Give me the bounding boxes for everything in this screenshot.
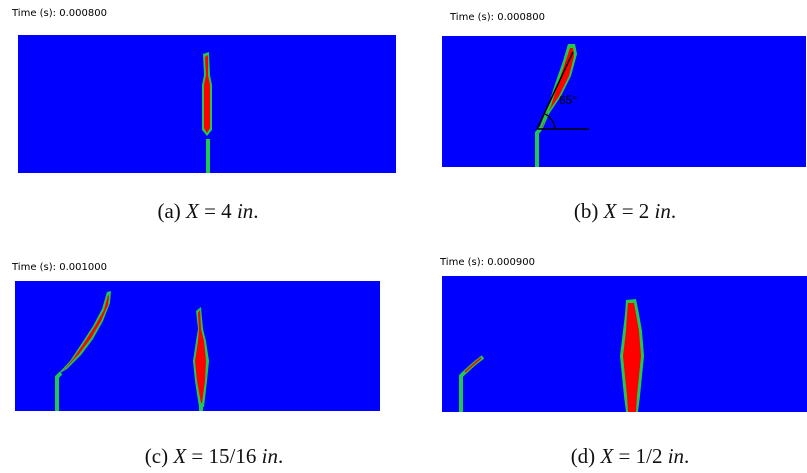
caption-variable: X xyxy=(186,199,199,223)
caption-variable: X xyxy=(600,444,614,468)
caption-period: . xyxy=(670,199,677,223)
crack-path xyxy=(55,371,63,411)
caption-unit: in xyxy=(261,444,278,468)
caption-variable: X xyxy=(173,444,187,468)
caption-unit: in xyxy=(236,199,254,223)
angle-label: 65° xyxy=(559,93,577,107)
caption-tag: (c) xyxy=(144,444,169,468)
short-branch-core xyxy=(464,357,482,373)
reference-line-angled xyxy=(536,51,574,130)
time-label: Time (s): 0.000800 xyxy=(450,12,545,23)
angle-arc xyxy=(544,113,556,130)
caption-value: = 15/16 xyxy=(186,444,262,468)
simulation-field xyxy=(15,281,380,411)
caption-value: = 4 xyxy=(198,199,237,223)
crack-path xyxy=(459,370,467,412)
simulation-field xyxy=(18,35,396,173)
simulation-field xyxy=(442,276,807,412)
caption-tag: (a) xyxy=(157,199,181,223)
simulation-field: 65° xyxy=(442,36,806,167)
left-damage-zone-outline xyxy=(57,291,111,375)
damage-zone xyxy=(204,55,210,133)
right-damage-zone xyxy=(195,310,206,403)
time-label: Time (s): 0.000900 xyxy=(440,257,535,268)
caption-value: = 2 xyxy=(616,199,655,223)
caption-unit: in xyxy=(667,444,685,468)
caption: (a) X = 4 in. xyxy=(88,199,328,224)
caption: (b) X = 2 in. xyxy=(505,199,745,224)
caption-tag: (b) xyxy=(573,199,599,223)
caption: (c) X = 15/16 in. xyxy=(84,444,344,469)
caption-period: . xyxy=(277,444,284,468)
caption: (d) X = 1/2 in. xyxy=(500,444,760,469)
time-label: Time (s): 0.000800 xyxy=(12,8,107,19)
damage-zone xyxy=(623,303,641,412)
caption-unit: in xyxy=(654,199,671,223)
blue-background xyxy=(442,36,806,167)
caption-value: = 1/2 xyxy=(613,444,668,468)
caption-period: . xyxy=(684,444,690,468)
caption-variable: X xyxy=(603,199,617,223)
caption-period: . xyxy=(253,199,259,223)
caption-tag: (d) xyxy=(570,444,596,468)
time-label: Time (s): 0.001000 xyxy=(12,262,107,273)
